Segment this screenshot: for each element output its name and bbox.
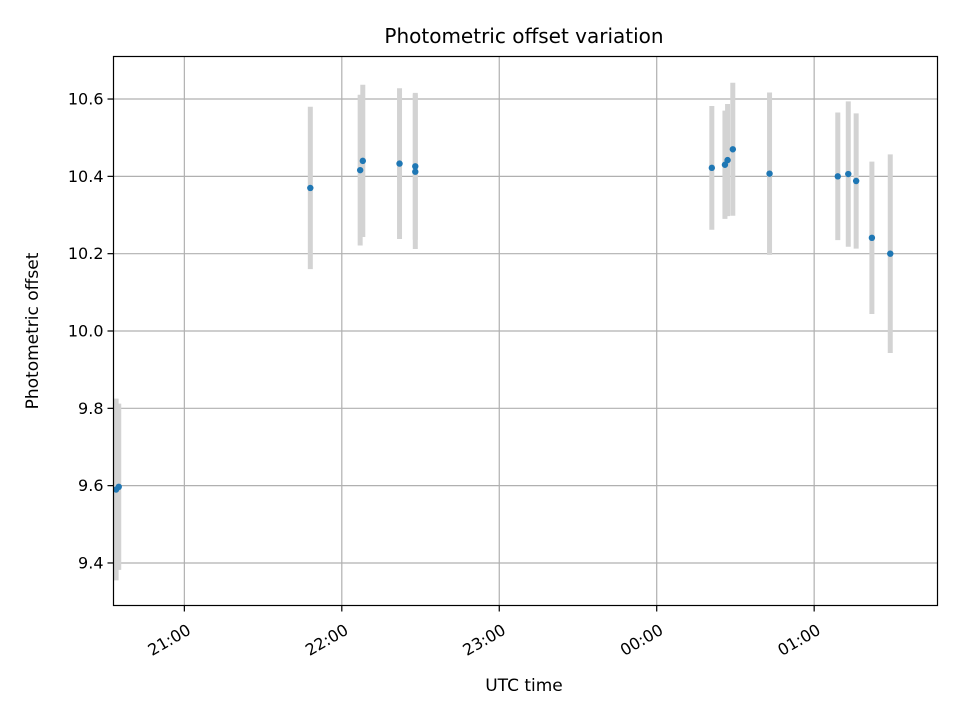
data-point bbox=[887, 250, 894, 257]
x-tick-label: 22:00 bbox=[302, 620, 351, 660]
data-point bbox=[307, 184, 314, 192]
data-points bbox=[112, 146, 894, 493]
data-point bbox=[852, 177, 860, 185]
y-tick-label: 9.6 bbox=[78, 476, 103, 495]
chart-title: Photometric offset variation bbox=[384, 24, 663, 48]
data-point bbox=[359, 157, 366, 165]
y-axis-ticks: 9.4 9.6 9.8 10.0 10.2 10.4 10.6 bbox=[68, 90, 114, 572]
data-point bbox=[412, 168, 419, 175]
data-point bbox=[396, 160, 403, 167]
data-point bbox=[845, 170, 852, 178]
y-tick-label: 10.4 bbox=[68, 167, 104, 186]
x-axis-ticks: 21:00 22:00 23:00 00:00 01:00 bbox=[145, 605, 824, 660]
data-point bbox=[766, 170, 773, 177]
data-point bbox=[115, 483, 122, 491]
y-tick-label: 10.0 bbox=[68, 322, 104, 341]
x-tick-label: 23:00 bbox=[459, 620, 508, 660]
data-point bbox=[834, 173, 841, 180]
x-tick-label: 21:00 bbox=[145, 620, 194, 660]
data-point bbox=[721, 161, 729, 168]
y-tick-label: 9.4 bbox=[78, 553, 103, 572]
data-point bbox=[868, 234, 876, 242]
data-point bbox=[356, 166, 364, 174]
y-tick-label: 10.6 bbox=[68, 90, 104, 109]
data-point bbox=[724, 156, 731, 164]
y-tick-label: 10.2 bbox=[68, 244, 104, 263]
y-tick-label: 9.8 bbox=[78, 399, 103, 418]
x-tick-label: 01:00 bbox=[774, 620, 823, 660]
data-point bbox=[412, 163, 419, 170]
grid bbox=[113, 56, 938, 606]
x-axis-label: UTC time bbox=[485, 676, 563, 696]
data-point bbox=[729, 146, 737, 153]
x-tick-label: 00:00 bbox=[617, 620, 666, 660]
data-point bbox=[708, 164, 716, 172]
y-axis-label: Photometric offset bbox=[23, 252, 43, 409]
